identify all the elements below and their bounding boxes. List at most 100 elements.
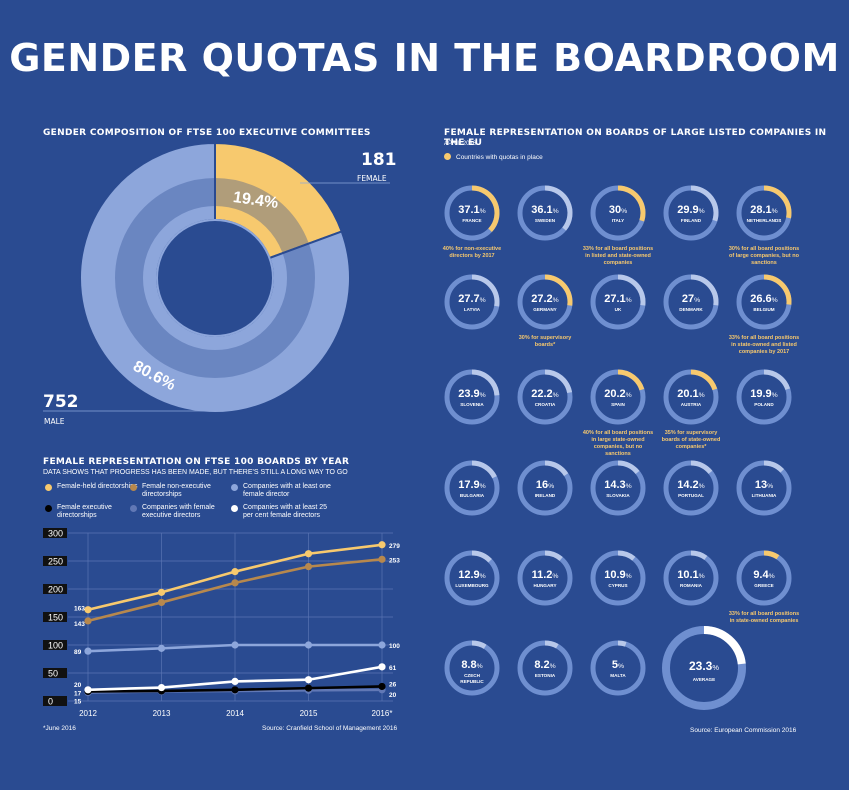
country-value: 11.2%	[532, 569, 559, 581]
country-name: CZECH	[464, 673, 481, 678]
country-name: PORTUGAL	[678, 493, 704, 498]
ytick-label: 50	[48, 669, 58, 679]
ytick-label: 150	[48, 613, 63, 623]
series-point	[157, 644, 166, 652]
series-start-label: 20	[74, 682, 82, 689]
series-start-label: 163	[74, 606, 85, 613]
country-name: IRELAND	[535, 493, 556, 498]
country-name: GREECE	[754, 583, 773, 588]
quota-note: 33% for all board positions in listed an…	[582, 246, 654, 266]
country-name: GERMANY	[533, 307, 556, 312]
country-value: 27.1%	[604, 293, 631, 305]
country-name: FRANCE	[462, 218, 481, 223]
male-count: 752	[43, 392, 79, 412]
series-start-label: 89	[74, 649, 82, 656]
xtick-label: 2013	[153, 709, 171, 718]
country-value: 13%	[755, 479, 773, 491]
country-name: BELGIUM	[753, 307, 774, 312]
quota-note: 40% for non-executive directors by 2017	[442, 246, 502, 259]
country-name: SPAIN	[611, 402, 625, 407]
country-ring-value	[544, 640, 559, 649]
female-pct-label: 19.4%	[232, 189, 279, 212]
country-name: POLAND	[754, 402, 774, 407]
series-point	[378, 541, 386, 549]
ytick-box	[43, 528, 67, 538]
country-name: AUSTRIA	[681, 402, 702, 407]
donut-heading: GENDER COMPOSITION OF FTSE 100 EXECUTIVE…	[43, 128, 371, 138]
country-ring-value	[690, 185, 719, 222]
country-ring-value	[763, 185, 792, 219]
ytick-box	[43, 584, 67, 594]
male-label: MALE	[44, 417, 65, 426]
country-value: 36.1%	[531, 204, 558, 216]
series-point	[304, 550, 313, 558]
country-ring-value	[471, 369, 500, 396]
country-value: 26.6%	[750, 293, 777, 305]
country-name: SWEDEN	[535, 218, 556, 223]
series-point	[231, 686, 239, 694]
series-point	[84, 606, 92, 614]
xtick-label: 2014	[226, 709, 244, 718]
country-value: 12.9%	[458, 569, 485, 581]
series-end-label: 253	[389, 557, 400, 564]
series-point	[378, 641, 386, 649]
ytick-label: 200	[48, 585, 63, 595]
country-value: 27%	[682, 293, 700, 305]
country-ring-value	[544, 369, 573, 394]
country-ring-value	[690, 550, 708, 560]
legend-dot	[45, 505, 52, 512]
country-ring-value	[763, 460, 785, 473]
ytick-label: 250	[48, 557, 63, 567]
country-name: DENMARK	[679, 307, 703, 312]
quota-note: 33% for all board positions in state-own…	[728, 611, 800, 624]
country-value: 8.2%	[534, 659, 555, 671]
country-name: ITALY	[612, 218, 625, 223]
country-name: BULGARIA	[460, 493, 485, 498]
country-value: 23.3%	[689, 659, 719, 673]
series-point	[304, 641, 313, 649]
country-name: ESTONIA	[535, 673, 556, 678]
country-value: 14.2%	[677, 479, 704, 491]
country-name: FINLAND	[681, 218, 702, 223]
series-point	[378, 682, 386, 691]
quota-note: 33% for all board positions in state-own…	[728, 335, 800, 355]
country-ring-value	[703, 626, 746, 665]
country-ring-value	[544, 185, 573, 231]
country-ring-value	[763, 550, 780, 560]
line-chart-heading: FEMALE REPRESENTATION ON FTSE 100 BOARDS…	[43, 457, 350, 467]
series-point	[304, 563, 313, 571]
country-name: UK	[615, 307, 622, 312]
country-value: 9.4%	[753, 569, 774, 581]
series-point	[231, 579, 239, 587]
country-name: REPUBLIC	[460, 679, 484, 684]
series-point	[304, 684, 313, 692]
ytick-label: 100	[48, 641, 63, 651]
legend-item-female-held: Female-held directorships	[45, 483, 152, 491]
country-name: LATVIA	[464, 307, 481, 312]
country-value: 5%	[612, 659, 624, 671]
series-point	[378, 663, 386, 671]
country-name: SLOVENIA	[460, 402, 484, 407]
country-ring-value	[690, 369, 718, 391]
country-ring-value	[690, 274, 719, 306]
series-end-label: 279	[389, 543, 400, 550]
series-end-label: 20	[389, 692, 397, 699]
legend-dot	[130, 484, 137, 491]
series-point	[84, 647, 92, 655]
legend-dot	[45, 484, 52, 491]
country-ring-value	[471, 274, 500, 307]
country-ring-value	[617, 460, 640, 475]
country-ring-value	[690, 460, 713, 475]
series-start-label: 15	[74, 699, 82, 706]
female-count: 181	[361, 150, 397, 170]
quota-note: 30% for all board positions of large com…	[728, 246, 800, 266]
series-point	[84, 686, 92, 694]
quota-note: 40% for all board positions in large sta…	[582, 430, 654, 457]
country-name: SLOVAKIA	[606, 493, 630, 498]
country-value: 8.8%	[461, 659, 482, 671]
xtick-label: 2016*	[372, 709, 393, 718]
legend-dot	[130, 505, 137, 512]
legend-dot	[231, 505, 238, 512]
country-value: 20.1%	[677, 388, 704, 400]
series-point	[84, 617, 92, 625]
